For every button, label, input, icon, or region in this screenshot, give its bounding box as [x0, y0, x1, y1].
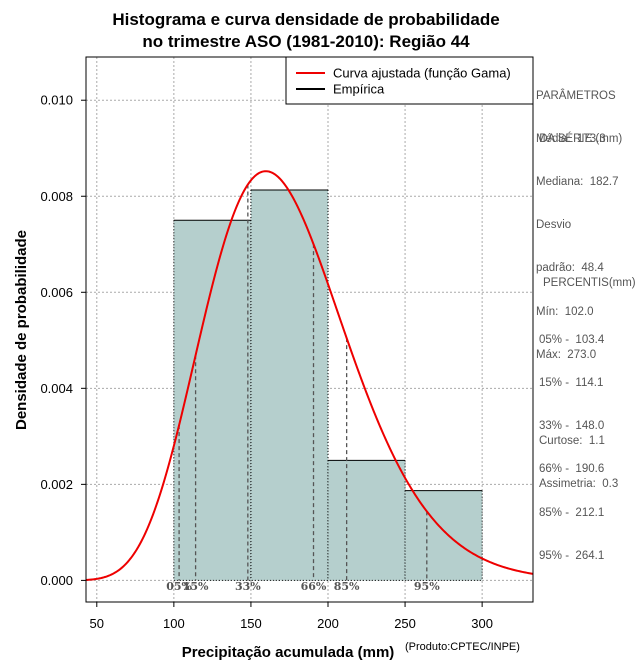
percentile-66: 66% - 190.6 — [539, 463, 605, 476]
param-mean: Média: 173.3 — [536, 132, 606, 145]
x-tick-label: 200 — [317, 616, 339, 631]
x-tick-label: 100 — [163, 616, 185, 631]
legend: Curva ajustada (função Gama) Empírica — [285, 56, 534, 105]
series-parameters-panel: PARÂMETROS DA SÉRIE (mm) — [536, 60, 622, 161]
stat-skewness: Assimetria: 0.3 — [539, 478, 619, 491]
shape-stats-panel: Curtose: 1.1 Assimetria: 0.3 — [539, 405, 618, 506]
percentile-05: 05% - 103.4 — [539, 333, 605, 346]
y-axis-label: Densidade de probabilidade — [13, 230, 30, 430]
series-parameters-values: Média: 173.3 Mediana: 182.7 Desvio padrã… — [536, 103, 618, 377]
y-axis: 0.000 0.002 0.004 0.006 0.008 0.010 — [40, 93, 86, 588]
param-std-value: padrão: 48.4 — [536, 262, 604, 275]
y-tick-label: 0.010 — [40, 93, 73, 108]
x-tick-label: 300 — [471, 616, 493, 631]
legend-label-empirical: Empírica — [333, 82, 385, 97]
percentile-marker-label: 15% — [183, 580, 209, 593]
chart-title: Histograma e curva densidade de probabil… — [112, 10, 499, 51]
x-axis: 50 100 150 200 250 300 — [90, 602, 493, 631]
histogram-bar — [405, 490, 483, 581]
percentile-marker-label: 33% — [235, 580, 261, 593]
percentile-markers: 05%15% 33% 66% 85% 95% — [166, 184, 440, 593]
product-credit: (Produto:CPTEC/INPE) — [405, 641, 520, 653]
x-tick-label: 150 — [240, 616, 262, 631]
x-axis-label: Precipitação acumulada (mm) — [182, 644, 395, 660]
param-median: Mediana: 182.7 — [536, 176, 619, 189]
y-tick-label: 0.002 — [40, 477, 73, 492]
x-tick-label: 50 — [90, 616, 104, 631]
stat-kurtosis: Curtose: 1.1 — [539, 434, 605, 447]
percentiles-title: PERCENTIS(mm) — [543, 277, 636, 289]
legend-label-fit: Curva ajustada (função Gama) — [333, 66, 511, 81]
gamma-fit-curve — [85, 170, 534, 581]
param-max: Máx: 273.0 — [536, 348, 597, 361]
histogram-bar — [173, 220, 251, 581]
histogram-bar — [250, 190, 328, 581]
y-tick-label: 0.008 — [40, 189, 73, 204]
percentile-85: 85% - 212.1 — [539, 506, 605, 519]
percentile-marker-label: 85% — [334, 580, 360, 593]
params-title-line-1: PARÂMETROS — [536, 89, 616, 102]
percentile-marker-label: 66% — [301, 580, 327, 593]
percentiles-panel: 05% - 103.4 15% - 114.1 33% - 148.0 66% … — [539, 304, 604, 578]
y-tick-label: 0.000 — [40, 573, 73, 588]
param-min: Mín: 102.0 — [536, 305, 594, 318]
histogram-bars — [173, 189, 483, 581]
title-line-2: no trimestre ASO (1981-2010): Região 44 — [142, 32, 470, 51]
title-line-1: Histograma e curva densidade de probabil… — [112, 10, 499, 29]
x-tick-label: 250 — [394, 616, 416, 631]
percentile-33: 33% - 148.0 — [539, 420, 605, 433]
percentile-marker-label: 95% — [414, 580, 440, 593]
percentile-95: 95% - 264.1 — [539, 549, 605, 562]
params-title-line-2: DA SÉRIE (mm) — [536, 133, 623, 146]
param-std-label: Desvio — [536, 219, 572, 232]
percentile-marker-label: 05% — [166, 580, 192, 593]
percentile-15: 15% - 114.1 — [539, 377, 604, 390]
y-tick-label: 0.006 — [40, 285, 73, 300]
legend-box — [285, 56, 534, 105]
histogram-bar — [327, 460, 406, 581]
y-tick-label: 0.004 — [40, 381, 73, 396]
